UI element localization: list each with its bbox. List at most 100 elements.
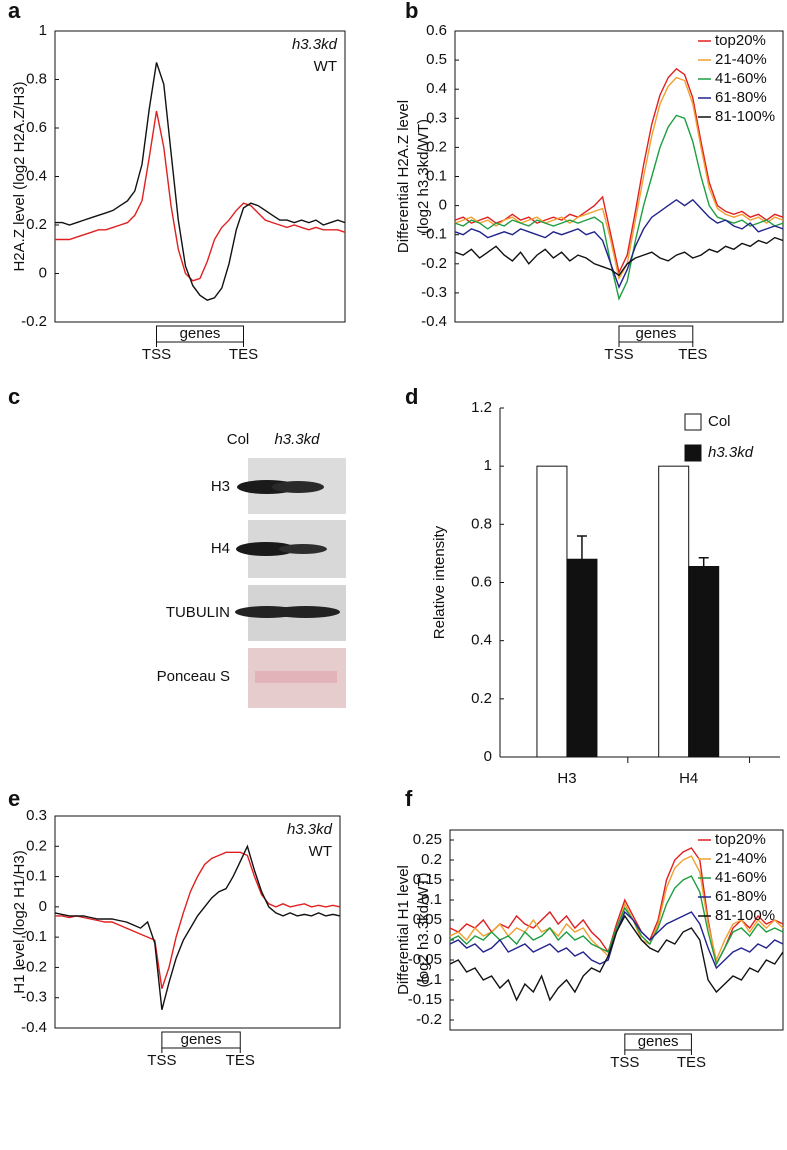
- data-line: [55, 62, 346, 301]
- blot-panel: c Col h3.3kd H3 H4 TUBULIN Ponceau S: [8, 384, 346, 708]
- legend-label: Col: [708, 413, 731, 430]
- gene-region: [618, 325, 694, 343]
- y-tick-label: 0.2: [26, 837, 47, 854]
- legend-label: 61-80%: [715, 89, 767, 106]
- x-tick-label: TES: [226, 1052, 255, 1069]
- x-tick-label: TSS: [604, 346, 633, 363]
- y-tick-label: 0.5: [426, 51, 447, 68]
- y-tick-label: 0: [434, 931, 442, 948]
- legend-label: 21-40%: [715, 850, 767, 867]
- y-tick-label: 0.05: [413, 911, 442, 928]
- y-tick-label: 0.6: [426, 22, 447, 39]
- data-line: [449, 914, 784, 1002]
- data-line: [454, 198, 784, 289]
- gene-region-label: genes: [635, 325, 676, 342]
- x-tick-label: H3: [557, 770, 576, 787]
- data-line: [454, 67, 784, 275]
- y-tick-label: 0.4: [471, 632, 492, 649]
- blot-band: [272, 481, 324, 493]
- y-tick-label: 0.2: [26, 216, 47, 233]
- bar: [536, 465, 568, 758]
- y-tick-label: -0.4: [21, 1019, 47, 1036]
- blot-band: [255, 671, 337, 683]
- row-label: Ponceau S: [157, 668, 230, 685]
- y-axis-label: (log2 h3.3kd/WT): [415, 872, 432, 987]
- legend-label: top20%: [715, 831, 766, 848]
- row-label: H3: [211, 478, 230, 495]
- chart-panel: a H2A.Z level (log2 H2A.Z/H3) -0.2 0 0.2 0.4 0…: [8, 0, 346, 363]
- y-tick-label: 1: [39, 22, 47, 39]
- panel-label: c: [8, 384, 20, 409]
- bar: [566, 558, 598, 758]
- chart-panel: f Differential H1 level (log2 h3.3kd/WT)-0…: [395, 786, 784, 1071]
- legend-label: top20%: [715, 32, 766, 49]
- y-tick-label: -0.05: [408, 951, 442, 968]
- plot-frame: [54, 30, 346, 323]
- row-label: H4: [211, 540, 230, 557]
- y-tick-label: 0.6: [26, 119, 47, 136]
- x-tick-label: TSS: [610, 1054, 639, 1071]
- y-tick-label: 0.2: [471, 690, 492, 707]
- data-line: [55, 851, 341, 989]
- blot-band: [236, 542, 296, 556]
- x-tick-label: TES: [677, 1054, 706, 1071]
- bar: [658, 465, 690, 758]
- y-tick-label: 0.25: [413, 831, 442, 848]
- panel-label: e: [8, 786, 20, 811]
- x-tick-label: TES: [229, 346, 258, 363]
- y-tick-label: -0.3: [21, 989, 47, 1006]
- gene-region: [161, 1031, 241, 1049]
- row-label: TUBULIN: [166, 604, 230, 621]
- y-tick-label: -0.1: [416, 971, 442, 988]
- plot-frame: [449, 829, 784, 1031]
- y-tick-label: -0.2: [21, 313, 47, 330]
- y-axis-label: H1 level (log2 H1/H3): [11, 850, 28, 993]
- y-tick-label: 1: [484, 457, 492, 474]
- y-tick-label: 0.6: [471, 573, 492, 590]
- y-tick-label: -0.1: [421, 226, 447, 243]
- gene-region: [624, 1033, 692, 1051]
- y-tick-label: -0.4: [421, 313, 447, 330]
- y-tick-label: 0.8: [471, 515, 492, 532]
- lane-label: h3.3kd: [274, 431, 320, 448]
- gene-region-label: genes: [638, 1033, 679, 1050]
- y-tick-label: 0: [439, 197, 447, 214]
- plot-frame: [454, 30, 784, 323]
- y-axis-label: (log2 h3.3kd/WT): [415, 119, 432, 234]
- data-line: [454, 76, 784, 281]
- gene-region-label: genes: [180, 325, 221, 342]
- error-bar: [698, 557, 709, 567]
- y-axis-label: Differential H1 level: [395, 865, 412, 995]
- plot-frame: [54, 815, 341, 1029]
- blot-band: [279, 544, 327, 554]
- y-tick-label: 0: [39, 264, 47, 281]
- legend-label: h3.3kd: [292, 36, 338, 53]
- legend-label: h3.3kd: [287, 821, 333, 838]
- y-tick-label: 0.3: [26, 807, 47, 824]
- legend-label: WT: [309, 843, 332, 860]
- data-line: [454, 114, 784, 301]
- y-tick-label: -0.2: [421, 255, 447, 272]
- y-axis-label: Differential H2A.Z level: [395, 100, 412, 253]
- panel-label: a: [8, 0, 21, 23]
- x-tick-label: TSS: [147, 1052, 176, 1069]
- legend-label: 61-80%: [715, 888, 767, 905]
- data-line: [55, 110, 346, 282]
- legend-label: 81-100%: [715, 108, 775, 125]
- y-axis-label: H2A.Z level (log2 H2A.Z/H3): [11, 81, 28, 271]
- y-tick-label: 0: [39, 898, 47, 915]
- y-tick-label: 0.2: [426, 138, 447, 155]
- lane-label: Col: [227, 431, 250, 448]
- panel-label: f: [405, 786, 413, 811]
- chart-panel: b Differential H2A.Z level (log2 h3.3kd/WT…: [395, 0, 784, 363]
- panel-label: b: [405, 0, 418, 23]
- y-tick-label: 0.8: [26, 70, 47, 87]
- bar: [688, 566, 720, 758]
- gene-region: [156, 325, 244, 343]
- y-tick-label: 1.2: [471, 399, 492, 416]
- y-tick-label: 0.2: [421, 851, 442, 868]
- legend-label: 81-100%: [715, 907, 775, 924]
- data-line: [54, 844, 341, 1010]
- blot-band: [272, 606, 340, 618]
